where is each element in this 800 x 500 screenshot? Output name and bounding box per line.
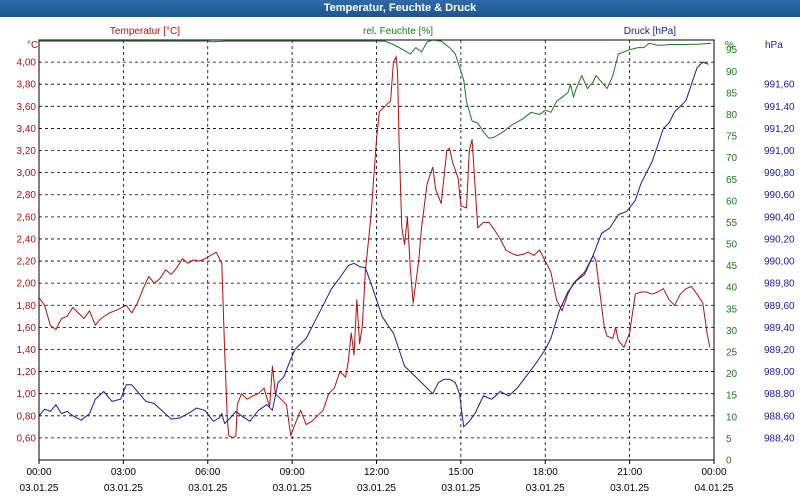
- temp-tick-label: 4,00: [17, 58, 37, 69]
- pres-tick-label: 988,40: [764, 433, 795, 444]
- temp-tick-label: 3,60: [17, 102, 37, 113]
- x-tick-time: 18:00: [533, 467, 558, 478]
- hum-tick-label: 95: [726, 45, 738, 56]
- temp-tick-label: 2,60: [17, 212, 37, 223]
- hum-tick-label: 70: [726, 153, 738, 164]
- x-tick-time: 12:00: [364, 467, 389, 478]
- hum-tick-label: 80: [726, 110, 738, 121]
- pres-tick-label: 989,40: [764, 323, 795, 334]
- temp-tick-label: 2,40: [17, 234, 37, 245]
- x-tick-date: 03.01.25: [357, 483, 396, 494]
- temp-tick-label: 1,20: [17, 367, 37, 378]
- hum-tick-label: 35: [726, 304, 738, 315]
- x-tick-date: 03.01.25: [526, 483, 565, 494]
- hum-tick-label: 60: [726, 196, 738, 207]
- x-tick-time: 00:00: [26, 467, 51, 478]
- pres-tick-label: 990,80: [764, 168, 795, 179]
- hum-tick-label: 30: [726, 326, 738, 337]
- plot-frame: [38, 39, 715, 461]
- hum-tick-label: 40: [726, 283, 738, 294]
- x-tick-date: 03.01.25: [441, 483, 480, 494]
- pres-tick-label: 991,00: [764, 146, 795, 157]
- x-tick-date: 03.01.25: [273, 483, 312, 494]
- hum-tick-label: 55: [726, 218, 738, 229]
- title-bar: Temperatur, Feuchte & Druck: [0, 0, 800, 17]
- pres-tick-label: 991,60: [764, 80, 795, 91]
- hum-tick-label: 0: [726, 456, 732, 467]
- x-tick-date: 03.01.25: [20, 483, 59, 494]
- hum-tick-label: 20: [726, 369, 738, 380]
- x-tick-time: 15:00: [448, 467, 473, 478]
- hum-tick-label: 5: [726, 434, 732, 445]
- hum-tick-label: 25: [726, 348, 738, 359]
- temp-tick-label: 3,40: [17, 124, 37, 135]
- hum-tick-label: 50: [726, 240, 738, 251]
- pres-tick-label: 989,60: [764, 301, 795, 312]
- pres-unit-label: hPa: [765, 40, 783, 51]
- pres-axis-label: Druck [hPa]: [624, 26, 676, 37]
- temp-tick-label: 1,80: [17, 301, 37, 312]
- grid: [38, 40, 715, 464]
- hum-tick-label: 15: [726, 391, 738, 402]
- chart-title: Temperatur, Feuchte & Druck: [323, 2, 477, 14]
- x-tick-time: 06:00: [195, 467, 220, 478]
- x-tick-date: 03.01.25: [104, 483, 143, 494]
- pres-tick-label: 990,40: [764, 212, 795, 223]
- temp-tick-label: 1,00: [17, 389, 37, 400]
- pres-tick-label: 989,00: [764, 367, 795, 378]
- temp-tick-label: 0,60: [17, 433, 37, 444]
- x-tick-date: 03.01.25: [188, 483, 227, 494]
- hum-tick-label: 10: [726, 412, 738, 423]
- hum-tick-label: 75: [726, 132, 738, 143]
- temp-tick-label: 3,20: [17, 146, 37, 157]
- pres-tick-label: 991,40: [764, 102, 795, 113]
- temp-series-line: [38, 56, 711, 439]
- hum-tick-label: 90: [726, 67, 738, 78]
- tick-labels: 0,60 0,80 1,00 1,20 1,40 1,60 1,80 2,00 2,20 2,40…: [17, 45, 795, 494]
- hum-unit-label: %: [725, 40, 734, 51]
- hum-axis-label: rel. Feuchte [%]: [363, 26, 433, 37]
- temp-tick-label: 2,00: [17, 279, 37, 290]
- pres-series-line: [38, 61, 709, 428]
- temp-tick-label: 0,80: [17, 411, 37, 422]
- pres-tick-label: 989,20: [764, 345, 795, 356]
- temp-unit-label: °C: [27, 40, 38, 51]
- x-tick-time: 03:00: [111, 467, 136, 478]
- series-lines: [38, 39, 712, 439]
- x-tick-date: 04.01.25: [695, 483, 734, 494]
- hum-series-line: [39, 39, 712, 139]
- temp-tick-label: 2,80: [17, 190, 37, 201]
- hum-tick-label: 45: [726, 261, 738, 272]
- pres-tick-label: 988,60: [764, 411, 795, 422]
- temp-tick-label: 2,20: [17, 257, 37, 268]
- pres-tick-label: 991,20: [764, 124, 795, 135]
- temp-tick-label: 1,60: [17, 323, 37, 334]
- pres-tick-label: 990,20: [764, 234, 795, 245]
- temp-axis-label: Temperatur [°C]: [110, 26, 180, 37]
- axes: Temperatur [°C] rel. Feuchte [%] Druck […: [27, 26, 783, 461]
- x-tick-time: 21:00: [617, 467, 642, 478]
- temp-tick-label: 1,40: [17, 345, 37, 356]
- pres-tick-label: 989,80: [764, 279, 795, 290]
- pres-tick-label: 988,80: [764, 389, 795, 400]
- x-tick-time: 00:00: [701, 467, 726, 478]
- pres-tick-label: 990,60: [764, 190, 795, 201]
- hum-tick-label: 65: [726, 175, 738, 186]
- temp-tick-label: 3,00: [17, 168, 37, 179]
- pres-tick-label: 990,00: [764, 257, 795, 268]
- x-tick-date: 03.01.25: [610, 483, 649, 494]
- hum-tick-label: 85: [726, 88, 738, 99]
- x-tick-time: 09:00: [280, 467, 305, 478]
- temp-tick-label: 3,80: [17, 80, 37, 91]
